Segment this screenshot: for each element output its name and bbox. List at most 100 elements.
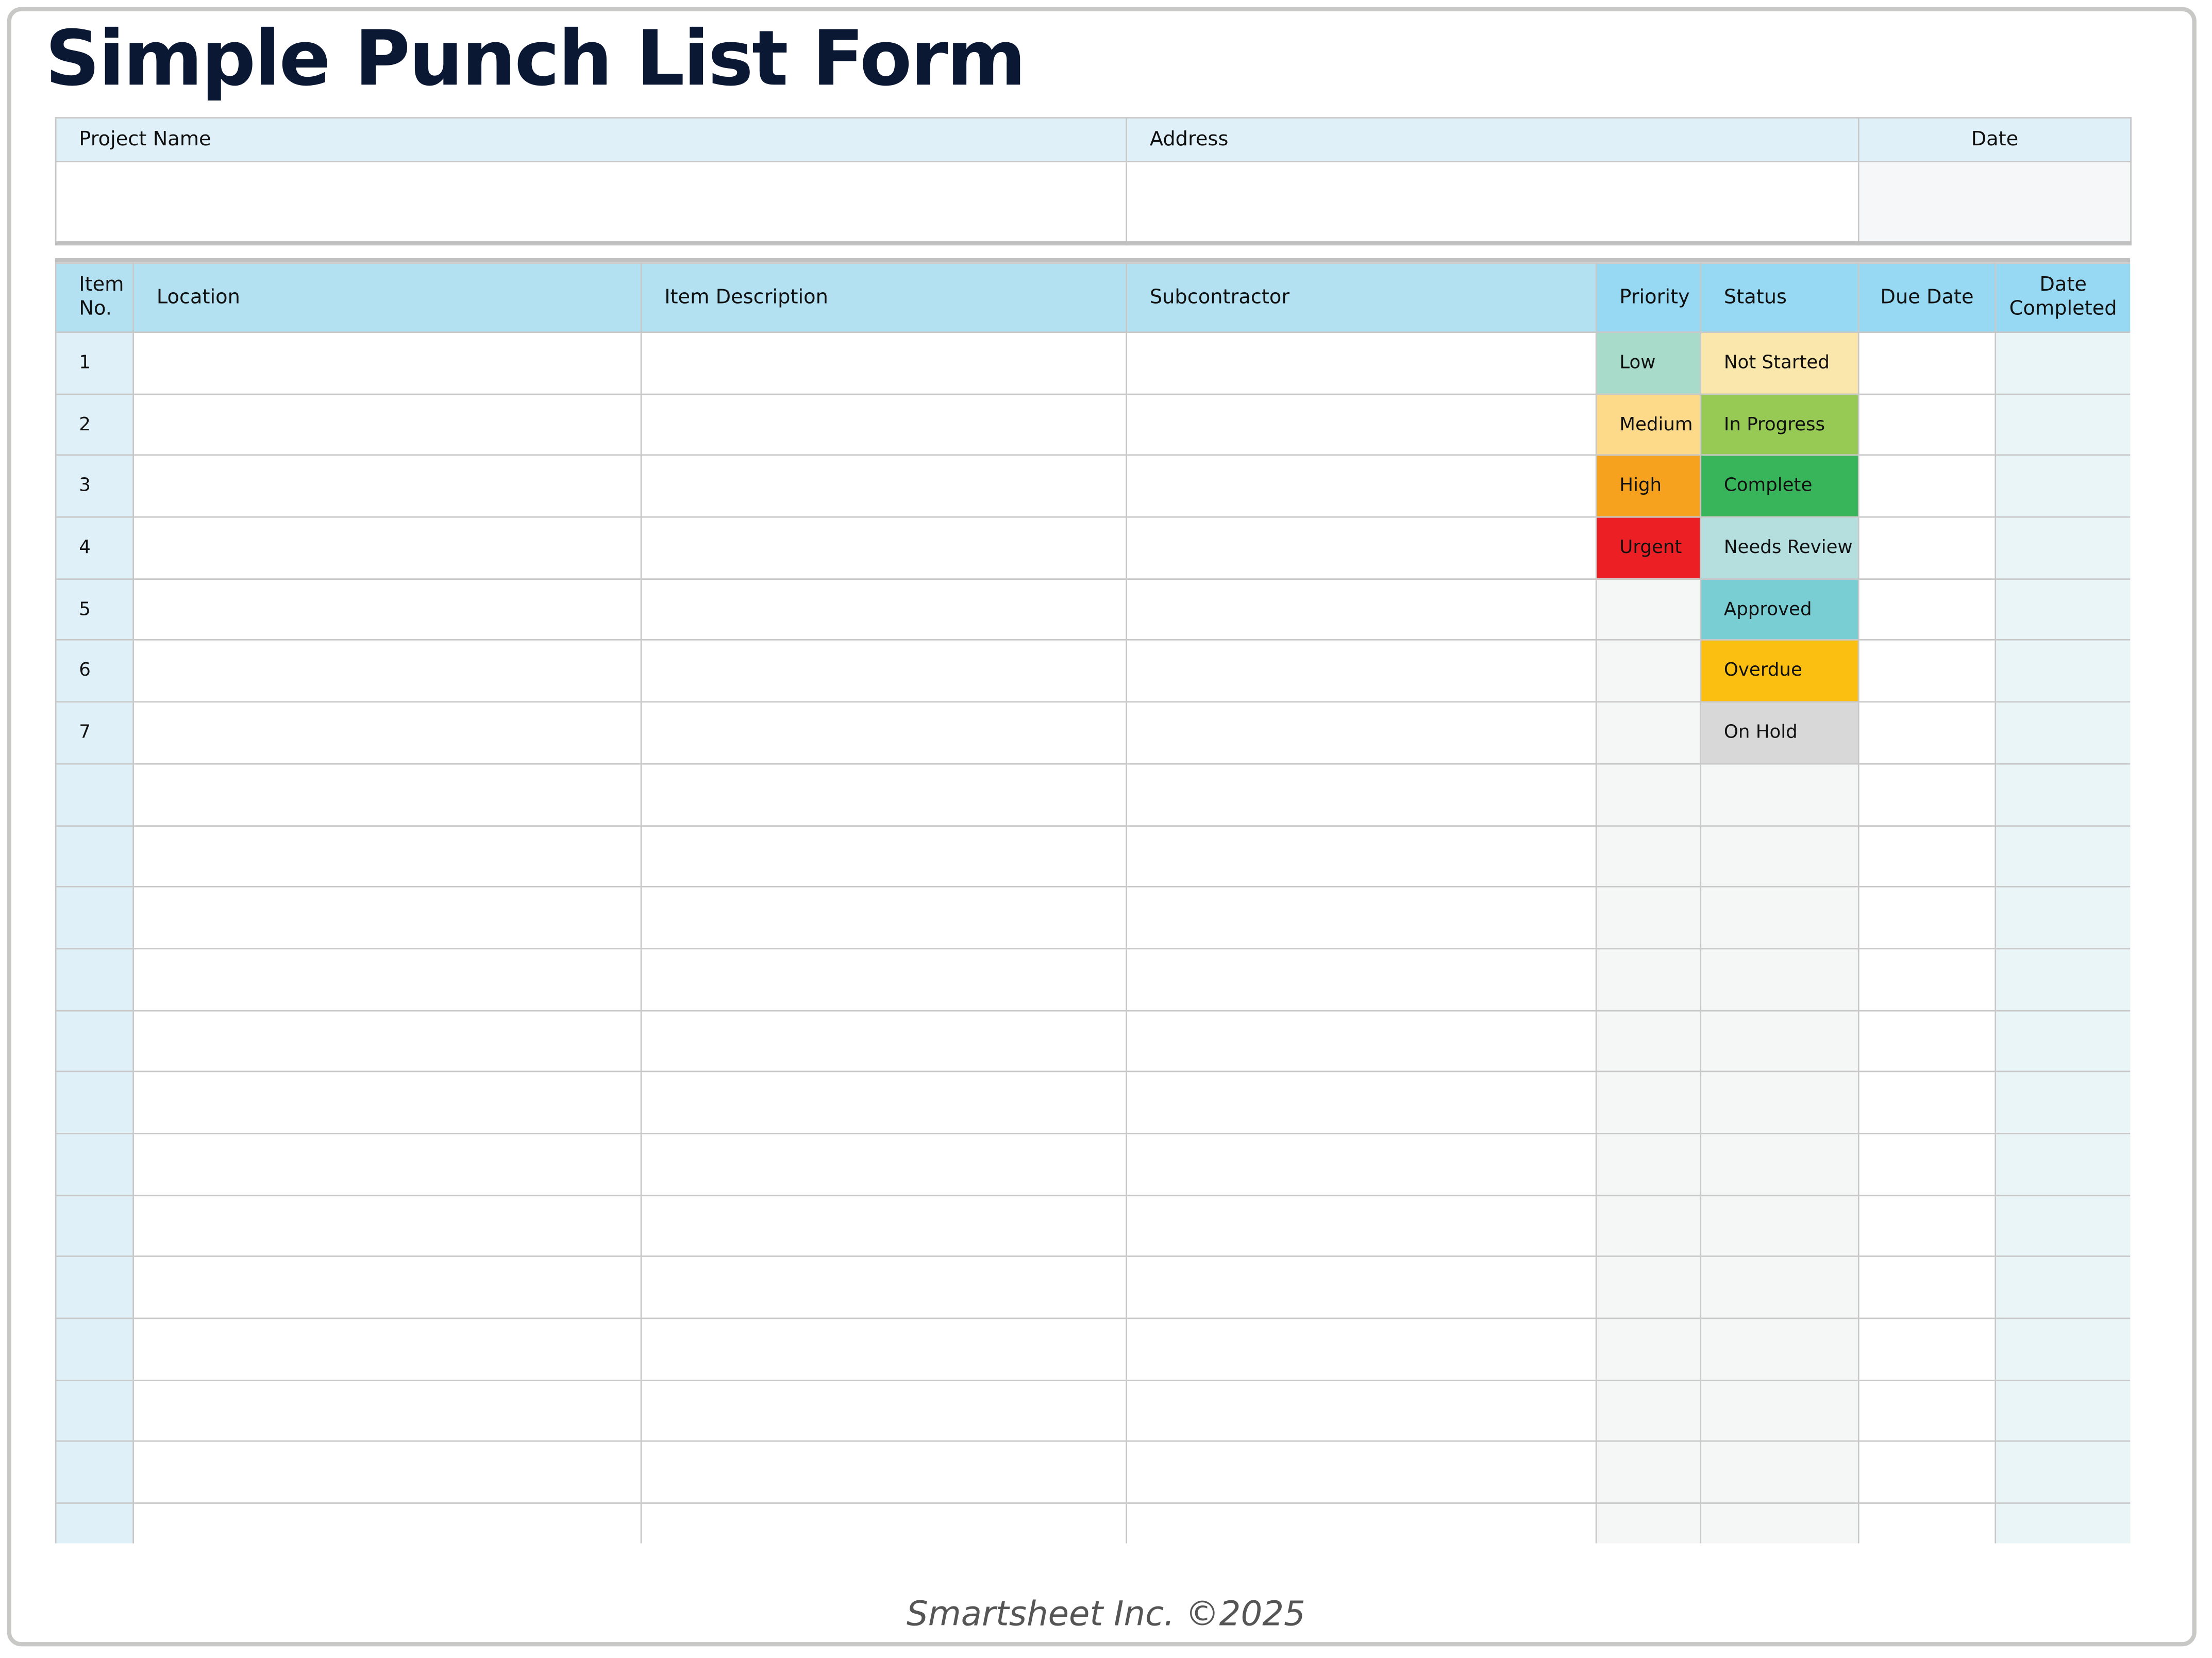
date-completed-cell[interactable] <box>1995 1194 2131 1258</box>
description-cell[interactable] <box>640 1441 1128 1504</box>
due-date-cell[interactable] <box>1857 455 1997 518</box>
location-cell[interactable] <box>132 1502 642 1544</box>
location-cell[interactable] <box>132 763 642 826</box>
description-cell[interactable] <box>640 701 1128 765</box>
date-completed-cell[interactable] <box>1995 1071 2131 1134</box>
project-name-field[interactable] <box>55 161 1128 244</box>
date-completed-cell[interactable] <box>1995 516 2131 580</box>
item-no-cell[interactable] <box>55 948 135 1011</box>
location-cell[interactable] <box>132 1194 642 1258</box>
status-cell[interactable]: Approved <box>1700 578 1859 641</box>
subcontractor-cell[interactable] <box>1126 824 1597 888</box>
status-cell[interactable]: Complete <box>1700 455 1859 518</box>
location-cell[interactable] <box>132 393 642 457</box>
priority-cell[interactable] <box>1595 640 1702 703</box>
priority-cell[interactable] <box>1595 1255 1702 1319</box>
status-cell[interactable] <box>1700 1317 1859 1381</box>
date-completed-cell[interactable] <box>1995 763 2131 826</box>
status-cell[interactable]: Needs Review <box>1700 516 1859 580</box>
date-completed-cell[interactable] <box>1995 393 2131 457</box>
status-cell[interactable] <box>1700 1441 1859 1504</box>
date-completed-cell[interactable] <box>1995 1502 2131 1544</box>
date-completed-cell[interactable] <box>1995 1441 2131 1504</box>
due-date-cell[interactable] <box>1857 640 1997 703</box>
location-cell[interactable] <box>132 331 642 395</box>
due-date-cell[interactable] <box>1857 1379 1997 1443</box>
subcontractor-cell[interactable] <box>1126 948 1597 1011</box>
due-date-cell[interactable] <box>1857 1132 1997 1196</box>
description-cell[interactable] <box>640 948 1128 1011</box>
priority-cell[interactable] <box>1595 1194 1702 1258</box>
subcontractor-cell[interactable] <box>1126 640 1597 703</box>
date-completed-cell[interactable] <box>1995 1317 2131 1381</box>
due-date-cell[interactable] <box>1857 393 1997 457</box>
priority-cell[interactable] <box>1595 701 1702 765</box>
priority-cell[interactable] <box>1595 1132 1702 1196</box>
date-completed-cell[interactable] <box>1995 331 2131 395</box>
item-no-cell[interactable]: 3 <box>55 455 135 518</box>
priority-cell[interactable] <box>1595 1441 1702 1504</box>
subcontractor-cell[interactable] <box>1126 1132 1597 1196</box>
description-cell[interactable] <box>640 824 1128 888</box>
subcontractor-cell[interactable] <box>1126 455 1597 518</box>
date-completed-cell[interactable] <box>1995 455 2131 518</box>
location-cell[interactable] <box>132 1317 642 1381</box>
subcontractor-cell[interactable] <box>1126 393 1597 457</box>
item-no-cell[interactable] <box>55 824 135 888</box>
subcontractor-cell[interactable] <box>1126 331 1597 395</box>
status-cell[interactable] <box>1700 886 1859 949</box>
subcontractor-cell[interactable] <box>1126 1194 1597 1258</box>
subcontractor-cell[interactable] <box>1126 1255 1597 1319</box>
description-cell[interactable] <box>640 1502 1128 1544</box>
item-no-cell[interactable] <box>55 1255 135 1319</box>
due-date-cell[interactable] <box>1857 578 1997 641</box>
item-no-cell[interactable]: 2 <box>55 393 135 457</box>
status-cell[interactable] <box>1700 1379 1859 1443</box>
due-date-cell[interactable] <box>1857 886 1997 949</box>
location-cell[interactable] <box>132 640 642 703</box>
priority-cell[interactable] <box>1595 886 1702 949</box>
due-date-cell[interactable] <box>1857 516 1997 580</box>
status-cell[interactable] <box>1700 1194 1859 1258</box>
status-cell[interactable] <box>1700 1502 1859 1544</box>
item-no-cell[interactable] <box>55 1132 135 1196</box>
location-cell[interactable] <box>132 1132 642 1196</box>
item-no-cell[interactable] <box>55 1071 135 1134</box>
priority-cell[interactable] <box>1595 1009 1702 1073</box>
location-cell[interactable] <box>132 824 642 888</box>
item-no-cell[interactable] <box>55 1502 135 1544</box>
description-cell[interactable] <box>640 1132 1128 1196</box>
due-date-cell[interactable] <box>1857 1009 1997 1073</box>
priority-cell[interactable] <box>1595 948 1702 1011</box>
item-no-cell[interactable]: 1 <box>55 331 135 395</box>
location-cell[interactable] <box>132 1441 642 1504</box>
item-no-cell[interactable]: 6 <box>55 640 135 703</box>
description-cell[interactable] <box>640 1009 1128 1073</box>
date-completed-cell[interactable] <box>1995 1255 2131 1319</box>
description-cell[interactable] <box>640 640 1128 703</box>
due-date-cell[interactable] <box>1857 701 1997 765</box>
due-date-cell[interactable] <box>1857 1441 1997 1504</box>
status-cell[interactable] <box>1700 1009 1859 1073</box>
description-cell[interactable] <box>640 578 1128 641</box>
priority-cell[interactable] <box>1595 763 1702 826</box>
date-completed-cell[interactable] <box>1995 701 2131 765</box>
description-cell[interactable] <box>640 1317 1128 1381</box>
subcontractor-cell[interactable] <box>1126 1009 1597 1073</box>
subcontractor-cell[interactable] <box>1126 516 1597 580</box>
date-completed-cell[interactable] <box>1995 1379 2131 1443</box>
item-no-cell[interactable] <box>55 1441 135 1504</box>
subcontractor-cell[interactable] <box>1126 886 1597 949</box>
description-cell[interactable] <box>640 1071 1128 1134</box>
subcontractor-cell[interactable] <box>1126 1071 1597 1134</box>
due-date-cell[interactable] <box>1857 331 1997 395</box>
priority-cell[interactable] <box>1595 1502 1702 1544</box>
location-cell[interactable] <box>132 1009 642 1073</box>
location-cell[interactable] <box>132 578 642 641</box>
subcontractor-cell[interactable] <box>1126 763 1597 826</box>
status-cell[interactable]: On Hold <box>1700 701 1859 765</box>
date-completed-cell[interactable] <box>1995 640 2131 703</box>
priority-cell[interactable] <box>1595 1071 1702 1134</box>
subcontractor-cell[interactable] <box>1126 1317 1597 1381</box>
location-cell[interactable] <box>132 701 642 765</box>
